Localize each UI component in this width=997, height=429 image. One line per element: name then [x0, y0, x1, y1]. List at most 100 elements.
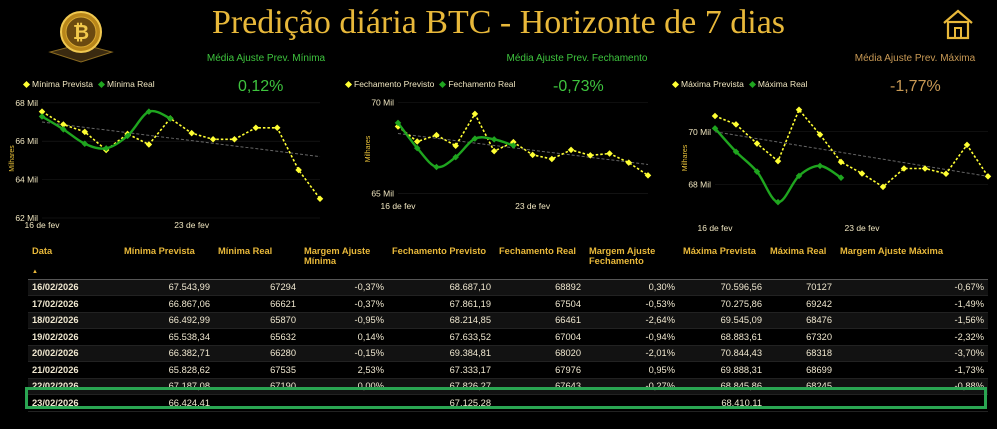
data-point[interactable] — [732, 148, 740, 155]
trend-line — [41, 121, 321, 158]
data-point[interactable] — [145, 108, 153, 115]
table-header-cell[interactable]: Margem Ajuste Mínima — [304, 246, 371, 266]
table-cell: 69.545,09 — [679, 312, 766, 329]
series-line — [397, 112, 649, 177]
data-point[interactable] — [753, 168, 761, 175]
data-point[interactable] — [413, 144, 421, 152]
data-point[interactable] — [81, 140, 89, 147]
table-row[interactable]: 19/02/2026 65.538,34 65632 0,14% 67.633,52 67… — [28, 328, 988, 346]
table-cell: -2,01% — [585, 345, 679, 362]
table-header-cell[interactable]: Margem Ajuste Fechamento — [589, 246, 656, 266]
table-cell: 67294 — [214, 279, 300, 296]
y-axis-label: Milhares — [365, 135, 372, 162]
data-point[interactable] — [795, 106, 803, 113]
chart-fechamento: 65 Mil 70 Mil Milhares 16 de fev 23 de fev — [365, 98, 652, 211]
table-cell: 66.382,71 — [120, 345, 214, 362]
panel-title-maxima: Média Ajuste Prev. Máxima — [854, 53, 976, 64]
legend-label: Mínima Prevista — [32, 79, 93, 89]
data-point[interactable] — [711, 112, 719, 120]
table-cell: 0,30% — [585, 279, 679, 296]
table-header-cell[interactable]: Mínima Prevista — [124, 246, 195, 256]
table-cell: 66.867,06 — [120, 295, 214, 313]
table-cell: 68318 — [766, 345, 836, 362]
x-tick-label: 23 de fev — [845, 223, 881, 233]
data-point[interactable] — [837, 174, 845, 181]
svg-text:₿: ₿ — [73, 20, 89, 44]
table-row[interactable]: 16/02/2026 67.543,99 67294 -0,37% 68.687,10 6… — [28, 279, 988, 296]
table-cell: 67535 — [214, 361, 300, 379]
table-cell: 0,00% — [300, 378, 388, 395]
table-header-cell[interactable]: Data ▲ — [32, 246, 53, 275]
legend-maxima: Máxima Prevista Máxima Real — [671, 79, 807, 89]
table-cell: -2,32% — [836, 328, 988, 346]
y-tick-label: 66 Mil — [15, 136, 38, 146]
y-tick-label: 64 Mil — [15, 175, 38, 185]
table-cell: 69242 — [766, 295, 836, 313]
panel-title-fechamento: Média Ajuste Prev. Fechamento — [506, 53, 648, 64]
table-cell: 0,95% — [585, 361, 679, 379]
table-cell: -0,37% — [300, 279, 388, 296]
table-cell: 67.633,52 — [388, 328, 495, 346]
data-point[interactable] — [145, 141, 153, 148]
table-header-row: Data ▲ Mínima Prevista Mínima Real Margem Aj… — [28, 242, 988, 279]
x-tick-label: 16 de fev — [25, 220, 61, 230]
table-cell: 68.214,85 — [388, 312, 495, 329]
table-cell: 68.687,10 — [388, 279, 495, 296]
table-cell: 67.333,17 — [388, 361, 495, 379]
data-point[interactable] — [273, 124, 281, 132]
table-cell: 18/02/2026 — [28, 312, 120, 329]
data-point[interactable] — [490, 147, 498, 155]
table-cell: 67643 — [495, 378, 585, 395]
data-point[interactable] — [879, 183, 887, 191]
table-cell: 66621 — [214, 295, 300, 313]
table-row[interactable]: 20/02/2026 66.382,71 66280 -0,15% 69.384,81 6… — [28, 345, 988, 362]
data-point[interactable] — [548, 155, 556, 163]
table-cell: 66.492,99 — [120, 312, 214, 329]
home-icon[interactable] — [941, 7, 975, 41]
table-cell: -2,64% — [585, 312, 679, 329]
table-header-cell[interactable]: Fechamento Real — [499, 246, 576, 256]
data-point[interactable] — [753, 140, 761, 147]
data-point[interactable] — [252, 124, 260, 132]
data-point[interactable] — [433, 131, 440, 139]
series-line — [714, 108, 989, 188]
table-cell: 67190 — [214, 378, 300, 395]
data-point[interactable] — [188, 129, 195, 137]
data-point[interactable] — [732, 121, 740, 128]
data-point[interactable] — [984, 173, 992, 180]
table-row[interactable]: 17/02/2026 66.867,06 66621 -0,37% 67.861,19 6… — [28, 295, 988, 313]
data-point[interactable] — [942, 170, 950, 178]
table-row[interactable]: 21/02/2026 65.828,62 67535 2,53% 67.333,17 67… — [28, 361, 988, 379]
table-cell: 65632 — [214, 328, 300, 346]
table-row[interactable]: 22/02/2026 67.187,08 67190 0,00% 67.826,27 67… — [28, 378, 988, 395]
data-point[interactable] — [837, 158, 845, 166]
table-header-cell[interactable]: Mínima Real — [218, 246, 273, 256]
data-point[interactable] — [858, 170, 866, 177]
legend-label: Fechamento Previsto — [354, 79, 435, 89]
table-cell: -0,15% — [300, 345, 388, 362]
data-point[interactable] — [413, 138, 421, 145]
y-axis-label: Milhares — [9, 145, 16, 172]
data-point[interactable] — [209, 136, 217, 143]
data-point[interactable] — [490, 136, 498, 143]
data-point[interactable] — [816, 162, 824, 170]
table-header-cell[interactable]: Máxima Real — [770, 246, 827, 256]
data-point[interactable] — [606, 150, 613, 157]
table-header-cell[interactable]: Máxima Prevista — [683, 246, 756, 256]
table-header-cell[interactable]: Fechamento Previsto — [392, 246, 487, 256]
y-tick-label: 68 Mil — [688, 179, 711, 189]
data-point[interactable] — [231, 136, 238, 143]
data-point[interactable] — [567, 146, 575, 154]
table-cell: 17/02/2026 — [28, 295, 120, 313]
data-point[interactable] — [625, 159, 633, 166]
data-point[interactable] — [394, 119, 402, 127]
chart-minima: 62 Mil 64 Mil 66 Mil 68 Mil Milhares 16 de fe… — [9, 98, 324, 230]
sort-ascending-icon[interactable]: ▲ — [32, 268, 38, 275]
data-point[interactable] — [774, 157, 782, 165]
table-header-cell[interactable]: Margem Ajuste Máxima — [840, 246, 943, 256]
data-point[interactable] — [316, 195, 324, 203]
table-cell: 66461 — [495, 312, 585, 329]
data-point[interactable] — [816, 131, 824, 138]
data-point[interactable] — [900, 165, 908, 172]
table-row[interactable]: 18/02/2026 66.492,99 65870 -0,95% 68.214,85 6… — [28, 312, 988, 329]
